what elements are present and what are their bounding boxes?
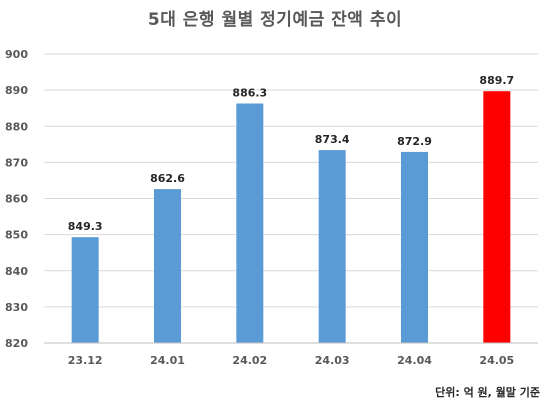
x-tick-label: 24.03 [315,354,350,367]
chart-title: 5대 은행 월별 정기예금 잔액 추이 [147,10,403,30]
x-tick-label: 24.05 [479,354,514,367]
x-tick-label: 24.01 [150,354,185,367]
y-axis-tick-labels: 820 830 840 850 860 870 880 890 900 [5,48,28,350]
bar-24.01 [154,189,181,343]
data-labels: 849.3 862.6 886.3 873.4 872.9 889.7 [68,74,514,233]
x-tick-label: 24.02 [232,354,267,367]
data-label-24.03: 873.4 [315,133,350,146]
unit-note: 단위: 억 원, 월말 기준 [435,386,540,399]
y-tick-label: 880 [5,120,28,133]
bar-23.12 [71,237,99,343]
y-tick-label: 870 [5,156,28,169]
y-tick-label: 850 [5,229,28,242]
x-tick-label: 24.04 [397,354,432,367]
x-tick-label: 23.12 [68,354,103,367]
y-tick-label: 830 [5,301,28,314]
data-label-24.05: 889.7 [479,74,514,87]
x-axis-tick-labels: 23.12 24.01 24.02 24.03 24.04 24.05 [68,354,514,367]
data-label-23.12: 849.3 [68,220,103,233]
data-label-24.01: 862.6 [150,172,185,185]
y-tick-label: 840 [5,265,28,278]
bar-24.03 [318,150,346,343]
data-label-24.04: 872.9 [397,135,432,148]
bar-24.05 [483,91,511,344]
bar-24.04 [401,151,428,343]
y-tick-label: 900 [5,48,28,61]
y-tick-label: 890 [5,84,28,97]
bars [71,91,511,344]
bar-24.02 [236,103,264,344]
y-tick-label: 820 [5,337,28,350]
gridlines [44,53,538,308]
data-label-24.02: 886.3 [232,86,267,99]
y-tick-label: 860 [5,193,28,206]
